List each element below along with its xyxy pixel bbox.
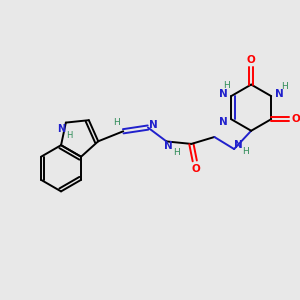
Text: H: H [113,118,120,127]
Text: N: N [57,124,65,134]
Text: H: H [223,81,230,90]
Text: N: N [234,140,242,150]
Text: O: O [247,55,256,64]
Text: N: N [149,120,158,130]
Text: O: O [191,164,200,174]
Text: N: N [219,117,228,127]
Text: O: O [292,114,300,124]
Text: N: N [274,89,283,99]
Text: H: H [173,148,179,157]
Text: H: H [281,82,288,91]
Text: H: H [242,147,249,156]
Text: N: N [164,141,173,151]
Text: N: N [219,89,228,99]
Text: H: H [67,130,73,140]
